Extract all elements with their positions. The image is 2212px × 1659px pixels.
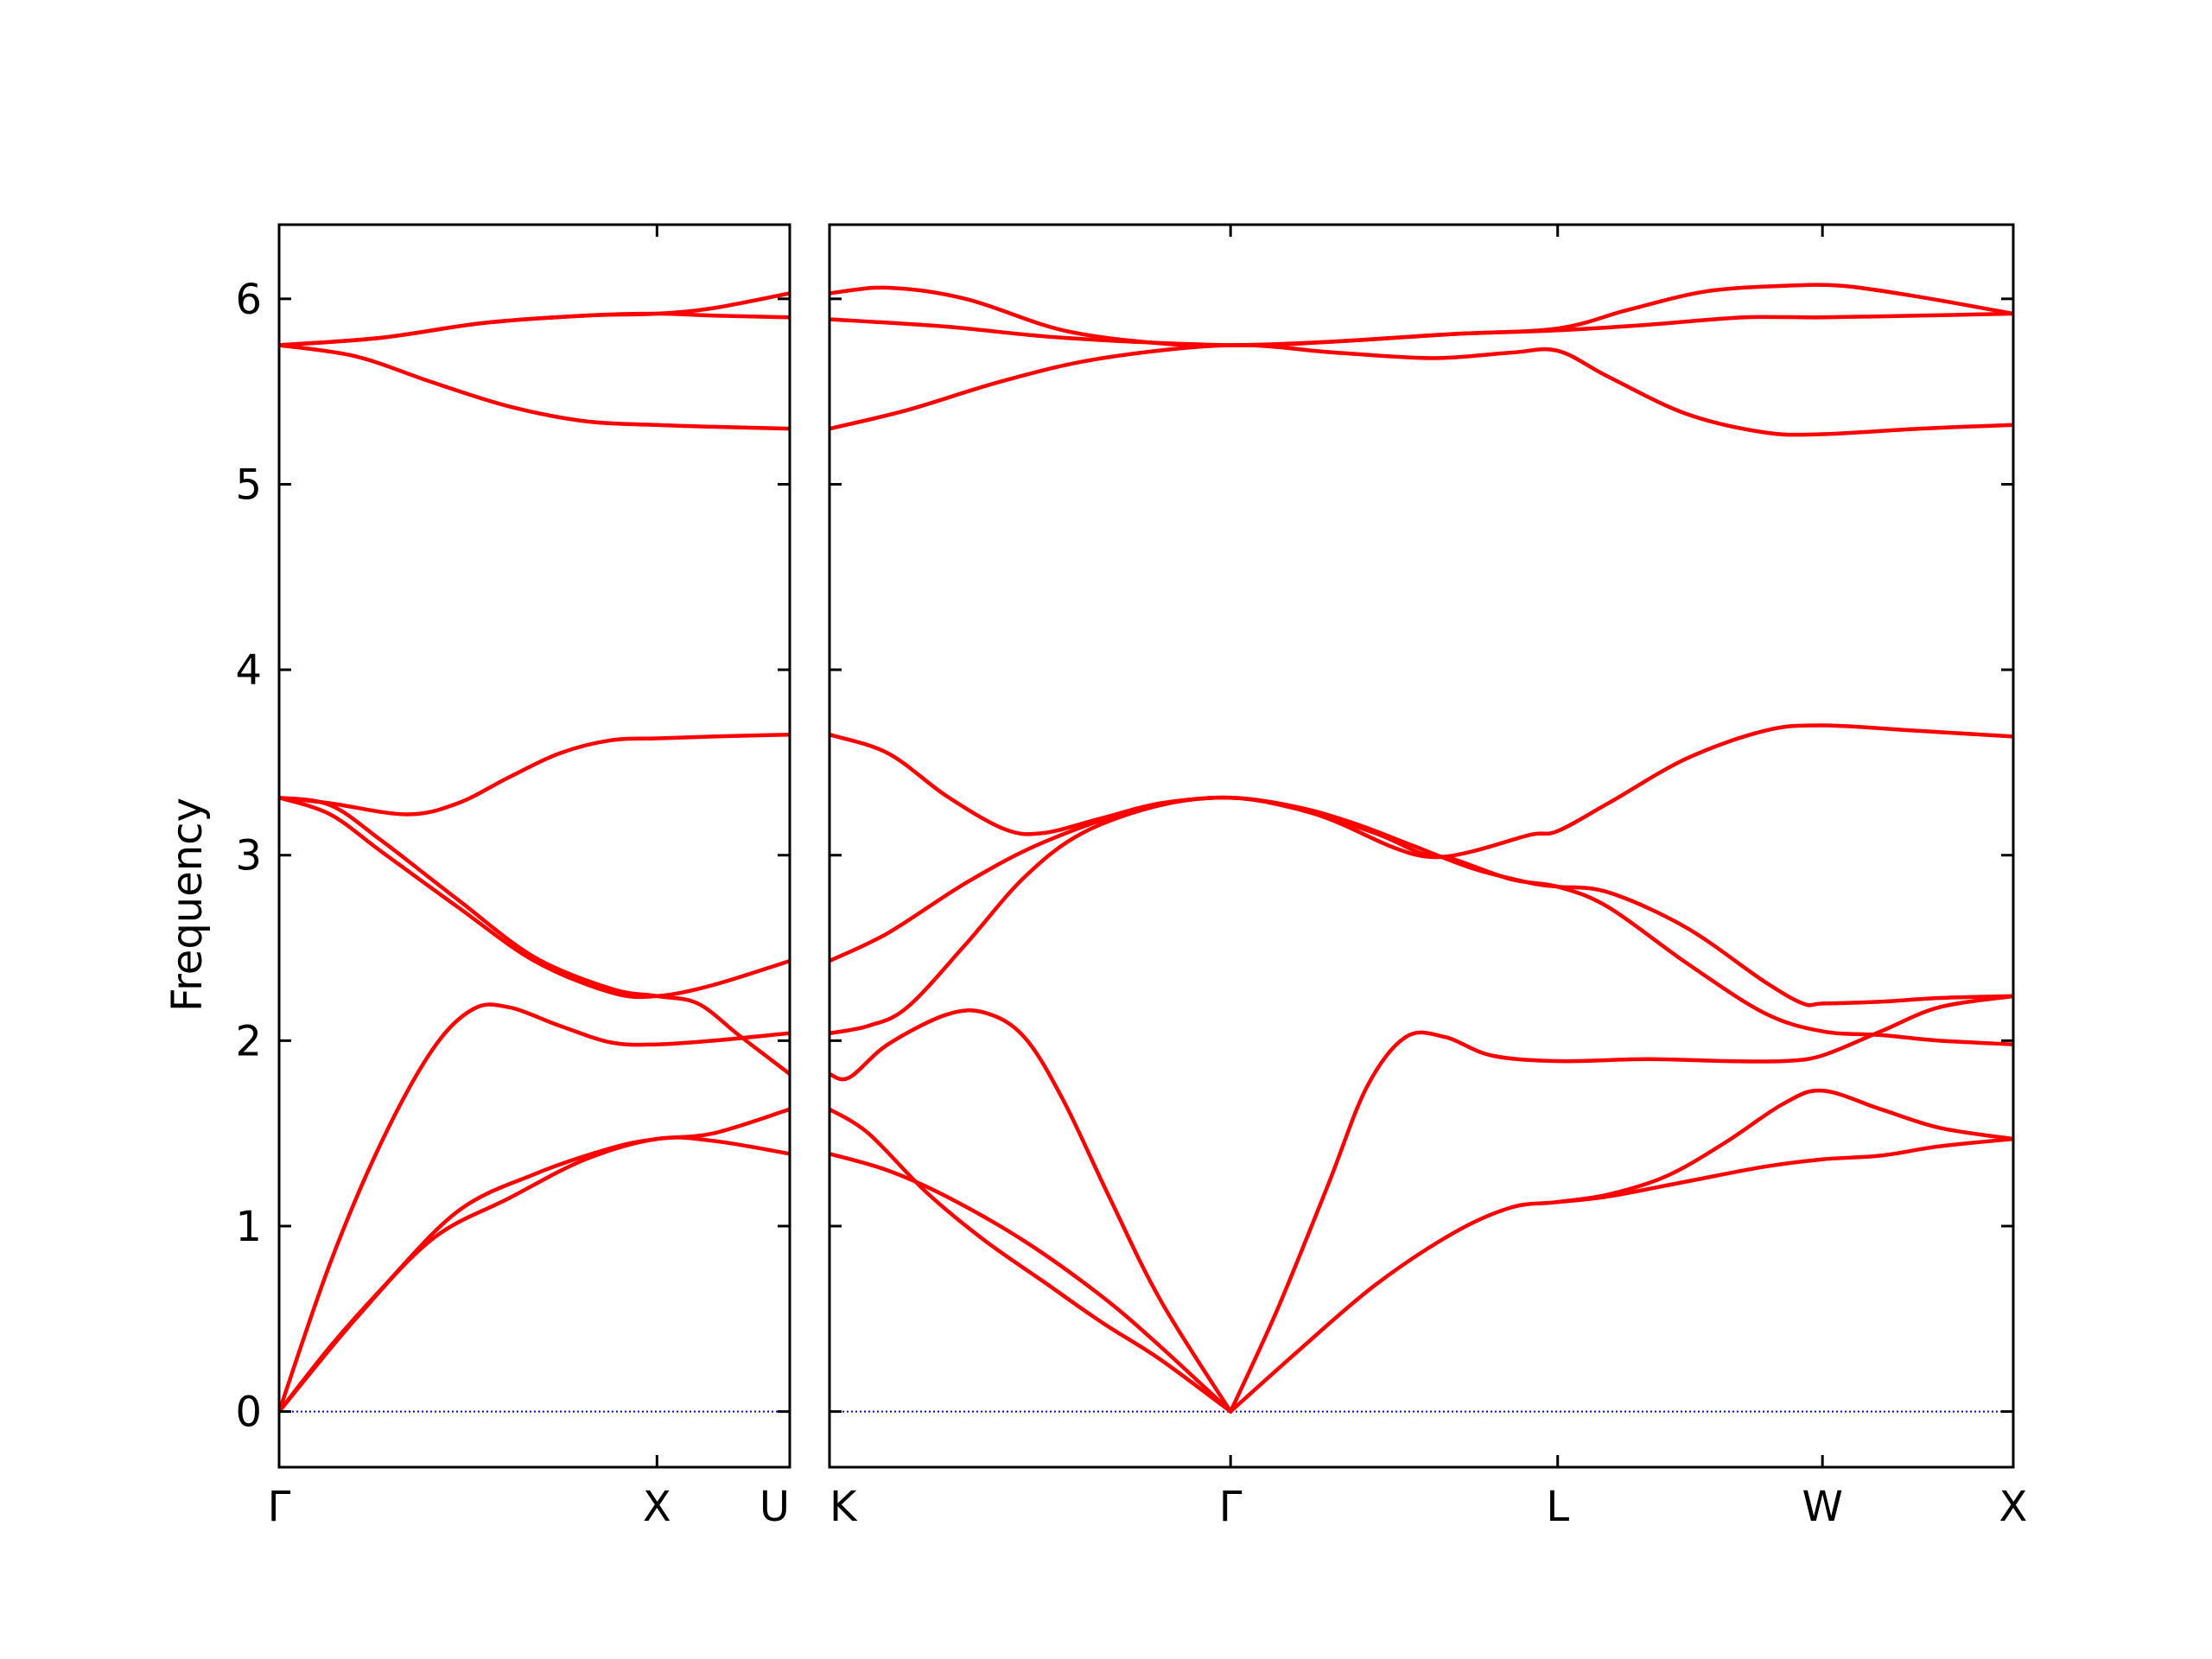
- x-tick-label: Γ: [1219, 1483, 1243, 1531]
- band-line-9: [279, 291, 790, 347]
- band-line-7: [830, 795, 2013, 1046]
- band-line-5: [279, 1107, 790, 1414]
- band-line-9: [830, 732, 2013, 1007]
- band-line-5: [1228, 1088, 2013, 1414]
- x-tick-label: U: [760, 1483, 790, 1531]
- panel-frame: [277, 223, 791, 1469]
- band-line-10: [830, 343, 2013, 437]
- y-tick-label: 6: [235, 276, 262, 324]
- band-line-2: [830, 1152, 1233, 1414]
- y-axis-label: Frequency: [163, 798, 212, 1012]
- y-tick-label: 0: [235, 1389, 262, 1437]
- y-tick-label: 5: [235, 461, 262, 509]
- y-tick-label: 4: [235, 646, 262, 695]
- band-line-4: [279, 795, 790, 1000]
- x-tick-label: Γ: [268, 1483, 291, 1531]
- band-line-3: [830, 1008, 1233, 1414]
- band-line-12: [830, 283, 2013, 348]
- band-line-6: [1555, 1136, 2013, 1205]
- band-line-7: [279, 343, 790, 431]
- x-tick-label: X: [1999, 1483, 2028, 1531]
- band-group: [279, 291, 790, 1414]
- band-line-1: [279, 1002, 790, 1414]
- band-line-6: [279, 795, 790, 1077]
- x-tick-label: L: [1546, 1483, 1569, 1531]
- y-tick-label: 2: [235, 1017, 262, 1065]
- band-line-2: [279, 1135, 790, 1414]
- panel-1: 0 1 2 3 4 5 6 Γ X U: [235, 223, 791, 1531]
- band-group: [830, 283, 2013, 1414]
- y-tick-label: 1: [235, 1203, 262, 1251]
- band-line-4: [1228, 994, 2013, 1414]
- band-line-1: [830, 1107, 1233, 1414]
- x-tick-label: X: [643, 1483, 671, 1531]
- x-tick-label: W: [1802, 1483, 1842, 1531]
- band-line-8: [830, 723, 2013, 963]
- panel-frame: [828, 223, 2015, 1469]
- band-line-11: [830, 311, 2013, 347]
- y-tick-label: 3: [235, 832, 262, 880]
- x-tick-label: K: [830, 1483, 858, 1531]
- band-line-3: [279, 732, 790, 817]
